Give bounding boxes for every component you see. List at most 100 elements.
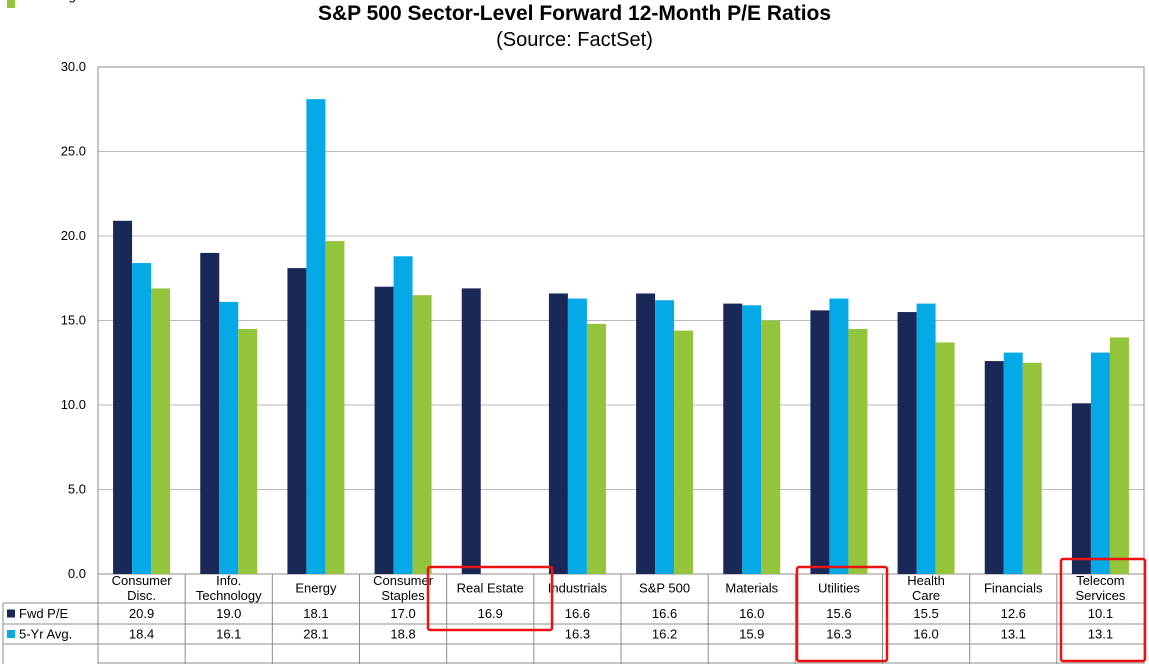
bar [1003, 352, 1023, 574]
data-table-value: 18.8 [390, 627, 415, 642]
highlight-box [1059, 557, 1147, 663]
category-label: Real Estate [457, 581, 524, 596]
data-table-value: 16.2 [652, 627, 677, 642]
bar [151, 288, 171, 574]
chart-subtitle: (Source: FactSet) [496, 29, 653, 51]
legend-label: 10-Yr Avg. [19, 0, 79, 3]
category-label: Staples [381, 588, 425, 603]
bar [287, 268, 307, 574]
data-table-value: 28.1 [303, 627, 328, 642]
y-tick-label: 0.0 [68, 566, 86, 581]
data-table-value: 12.5 [1001, 0, 1026, 3]
bar [897, 312, 917, 574]
category-label: Health [907, 573, 945, 588]
y-tick-label: 30.0 [61, 59, 86, 74]
chart-title: S&P 500 Sector-Level Forward 12-Month P/… [317, 2, 832, 25]
data-table-value: 16.6 [652, 606, 677, 621]
data-table-value: 14.0 [1088, 0, 1113, 3]
category-label: Energy [295, 581, 337, 596]
bar [742, 305, 762, 574]
legend-swatch [7, 630, 15, 638]
data-table-value: 16.9 [129, 0, 154, 3]
bar [1090, 352, 1110, 574]
bar [461, 288, 481, 574]
data-table-value: 16.9 [478, 606, 503, 621]
bar [374, 286, 394, 574]
bar [132, 263, 152, 574]
data-table-value: 20.9 [129, 606, 154, 621]
data-table-value: 16.5 [390, 0, 415, 3]
data-table-value: 12.6 [1001, 606, 1026, 621]
data-table-value: 14.5 [826, 0, 851, 3]
bar [238, 328, 258, 574]
data-table-value: 13.1 [1088, 627, 1113, 642]
category-label: Telecom [1076, 573, 1124, 588]
category-label: Services [1075, 588, 1125, 603]
bar [655, 300, 675, 574]
y-tick-label: 25.0 [61, 144, 86, 159]
y-tick-label: 15.0 [61, 313, 86, 328]
category-label: Materials [725, 581, 778, 596]
bar [200, 252, 220, 574]
bar [325, 241, 345, 574]
bar [219, 301, 239, 574]
data-table-value: 13.1 [1001, 627, 1026, 642]
bar [810, 310, 830, 574]
bar [829, 298, 849, 574]
data-table-value: 15.9 [739, 627, 764, 642]
data-table-value: 16.1 [216, 627, 241, 642]
data-table-value: 14.5 [216, 0, 241, 3]
bar [393, 256, 413, 574]
data-table-value: 14.8 [565, 0, 590, 3]
bar [1022, 362, 1042, 574]
bar [848, 328, 868, 574]
category-label: S&P 500 [639, 581, 690, 596]
data-table-value: 19.0 [216, 606, 241, 621]
bar [1109, 337, 1129, 574]
bar [984, 361, 1004, 574]
data-table-value: 19.7 [303, 0, 328, 3]
bar [412, 295, 432, 574]
data-table-value: 17.0 [390, 606, 415, 621]
bar [636, 293, 656, 574]
y-tick-label: 10.0 [61, 397, 86, 412]
legend-label: 5-Yr Avg. [19, 627, 72, 642]
bar [761, 320, 781, 574]
data-table-value: 18.1 [303, 606, 328, 621]
highlight-box [426, 565, 554, 632]
legend-swatch [7, 609, 15, 618]
bar [916, 303, 936, 574]
category-label: Industrials [548, 581, 608, 596]
bar [674, 330, 694, 574]
category-label: Utilities [818, 581, 860, 596]
category-label: Disc. [127, 588, 156, 603]
data-table-value: 16.0 [739, 606, 764, 621]
category-label: Technology [196, 588, 262, 603]
data-table-value: 15.0 [739, 0, 764, 3]
highlight-box [795, 565, 889, 663]
bar [1071, 403, 1091, 574]
bar [548, 293, 568, 574]
category-label: Consumer [373, 573, 434, 588]
data-table-value: 15.6 [826, 606, 851, 621]
data-table-value: 16.6 [565, 606, 590, 621]
data-table-value: 16.3 [826, 627, 851, 642]
legend-swatch [7, 0, 15, 8]
bar [935, 342, 955, 574]
category-label: Info. [216, 573, 241, 588]
category-label: Financials [984, 581, 1043, 596]
bar [113, 220, 133, 575]
category-label: Care [912, 588, 940, 603]
bar [306, 99, 326, 575]
data-table-value: 13.7 [913, 0, 938, 3]
bar [723, 303, 743, 574]
data-table-value: 18.4 [129, 627, 154, 642]
data-table-value: 16.0 [913, 627, 938, 642]
data-table-value: 15.5 [913, 606, 938, 621]
data-table-value: 10.1 [1088, 606, 1113, 621]
data-table-value: 16.3 [565, 627, 590, 642]
y-tick-label: 20.0 [61, 228, 86, 243]
legend-label: Fwd P/E [19, 606, 68, 621]
category-label: Consumer [112, 573, 173, 588]
